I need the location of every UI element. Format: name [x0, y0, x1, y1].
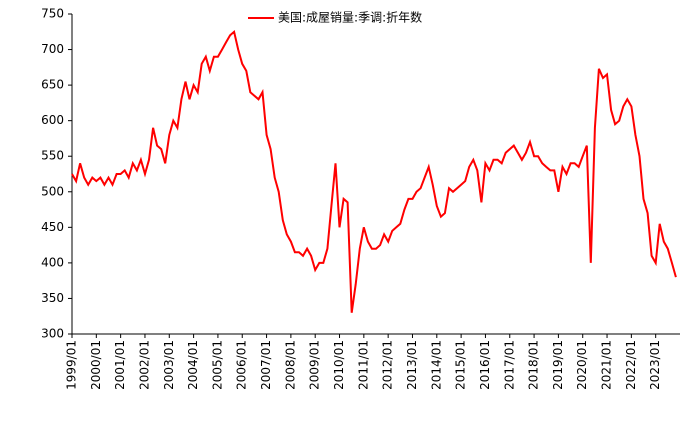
y-tick-label: 750: [41, 7, 64, 21]
x-tick-label: 1999/01: [65, 340, 79, 390]
y-tick-label: 300: [41, 327, 64, 341]
x-tick-label: 2009/01: [308, 340, 322, 390]
legend-label: 美国:成屋销量:季调:折年数: [278, 10, 422, 25]
y-tick-label: 600: [41, 113, 64, 127]
x-tick-label: 2022/01: [624, 340, 638, 390]
x-tick-label: 2010/01: [332, 340, 346, 390]
x-tick-label: 2005/01: [210, 340, 224, 390]
x-tick-label: 2015/01: [454, 340, 468, 390]
y-tick-label: 400: [41, 255, 64, 269]
x-tick-label: 2007/01: [259, 340, 273, 390]
x-tick-label: 2011/01: [356, 340, 370, 390]
x-tick-label: 2006/01: [235, 340, 249, 390]
x-tick-label: 2017/01: [502, 340, 516, 390]
y-tick-label: 450: [41, 220, 64, 234]
line-series: [71, 29, 677, 313]
x-tick-label: 2008/01: [283, 340, 297, 390]
y-tick-label: 500: [41, 184, 64, 198]
x-tick-label: 2023/01: [648, 340, 662, 390]
x-tick-label: 2014/01: [429, 340, 443, 390]
x-tick-label: 2001/01: [113, 340, 127, 390]
y-tick-label: 350: [41, 291, 64, 305]
x-tick-label: 2018/01: [527, 340, 541, 390]
x-tick-label: 2021/01: [600, 340, 614, 390]
y-tick-label: 550: [41, 149, 64, 163]
x-tick-label: 2019/01: [551, 340, 565, 390]
x-tick-label: 2004/01: [186, 340, 200, 390]
y-tick-label: 700: [41, 42, 64, 56]
x-tick-label: 2000/01: [89, 340, 103, 390]
x-tick-label: 2012/01: [381, 340, 395, 390]
x-tick-label: 2002/01: [137, 340, 151, 390]
x-tick-label: 2020/01: [575, 340, 589, 390]
x-tick-label: 2016/01: [478, 340, 492, 390]
x-tick-label: 2013/01: [405, 340, 419, 390]
y-tick-label: 650: [41, 78, 64, 92]
x-tick-label: 2003/01: [162, 340, 176, 390]
